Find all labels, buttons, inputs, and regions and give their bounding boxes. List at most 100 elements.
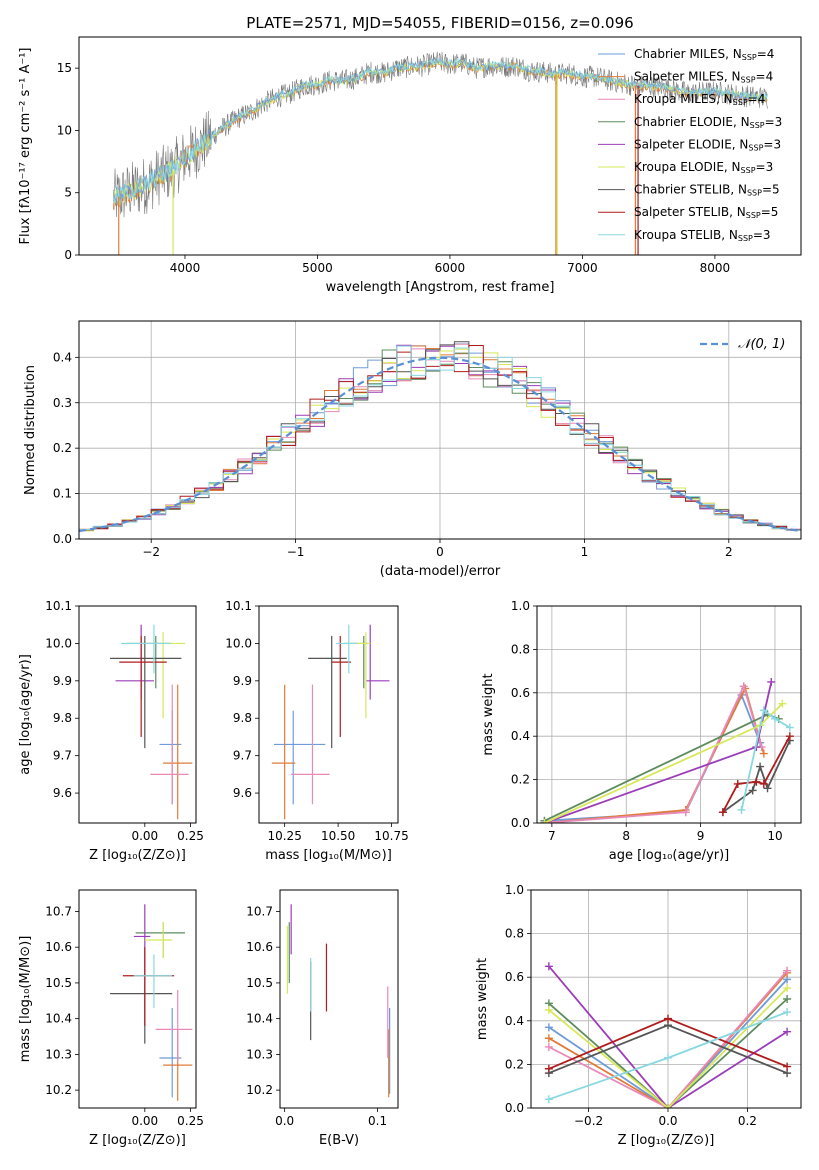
error-bar-point xyxy=(110,972,173,1044)
error-bars xyxy=(110,624,193,820)
series-point-marker xyxy=(759,749,768,758)
x-tick-label: −2 xyxy=(142,545,160,559)
legend-label-main: Kroupa ELODIE, N xyxy=(634,160,741,174)
series-point-marker xyxy=(544,1042,553,1051)
error-bar-point xyxy=(155,990,193,1062)
series-point-marker xyxy=(748,786,757,795)
mass-vs-ebv-panel: 0.0 0.1 10.2 10.3 10.4 10.5 10.6 10.7 E(B-V) xyxy=(246,889,399,1148)
y-tick-label: 9.9 xyxy=(233,674,252,688)
y-tick-label: 10.5 xyxy=(246,976,273,990)
x-tick-label: 10.75 xyxy=(374,829,408,843)
residuals-panel: −2 −1 0 1 2 0.0 0.1 0.2 0.3 0.4 (data-model)/error… xyxy=(23,320,802,579)
series-point-marker xyxy=(759,706,768,715)
x-tick-label: 5000 xyxy=(302,261,333,275)
x-tick-label: 8000 xyxy=(700,261,731,275)
y-axis-label: Flux [fλ10⁻¹⁷ erg cm⁻² s⁻¹ A⁻¹] xyxy=(18,48,33,245)
x-tick-label: 10 xyxy=(767,829,782,843)
y-tick-label: 10.0 xyxy=(225,636,252,650)
series-point-marker xyxy=(663,1053,672,1062)
error-bars xyxy=(110,904,193,1101)
y-tick-label: 10.1 xyxy=(225,599,252,613)
error-bar-point xyxy=(348,632,371,719)
legend-label-tail: =3 xyxy=(753,228,771,242)
series-point-marker xyxy=(544,1034,553,1043)
error-bar-point xyxy=(121,624,171,674)
x-tick-label: 0.1 xyxy=(368,1114,387,1128)
legend-label-sub: SSP xyxy=(742,53,757,62)
y-axis-label: mass [log₁₀(M/M⊙)] xyxy=(18,936,33,1063)
series-line xyxy=(548,978,788,1108)
y-tick-label: 10.4 xyxy=(45,1012,72,1026)
spectrum-panel: PLATE=2571, MJD=54055, FIBERID=0156, z=0… xyxy=(18,14,802,295)
x-axis-label: Z [log₁₀(Z/Z⊙)] xyxy=(618,1133,715,1148)
series-point-marker xyxy=(663,1104,672,1108)
y-tick-label: 0.6 xyxy=(511,686,530,700)
series-point-marker xyxy=(770,714,779,723)
y-tick-label: 9.7 xyxy=(233,749,252,763)
x-tick-label: 10.50 xyxy=(321,829,355,843)
y-tick-label: 10.2 xyxy=(246,1083,273,1097)
series-point-marker xyxy=(663,1014,672,1023)
legend-label-sub: SSP xyxy=(746,211,761,220)
x-tick-label: 0.0 xyxy=(275,1114,294,1128)
y-tick-label: 1.0 xyxy=(511,599,530,613)
plot-frame xyxy=(78,889,197,1109)
x-axis-label: wavelength [Angstrom, rest frame] xyxy=(326,280,555,295)
x-tick-label: 0.00 xyxy=(131,1114,158,1128)
mass-weight-vs-age-panel: 7 8 9 10 0.0 0.2 0.4 0.6 0.8 1.0 age [log₁₀(age/yr… xyxy=(481,599,802,863)
x-tick-label: 4000 xyxy=(170,261,201,275)
y-tick-label: 9.9 xyxy=(53,674,72,688)
series-point-marker xyxy=(544,1064,553,1073)
legend-label: Salpeter MILES, NSSP=4 xyxy=(634,70,773,85)
series-point-marker xyxy=(739,682,748,691)
legend-label-tail: =5 xyxy=(761,205,779,219)
legend-label-main: Salpeter MILES, N xyxy=(634,70,741,84)
y-tick-label: 10.7 xyxy=(246,904,273,918)
y-axis-label: mass weight xyxy=(475,958,490,1040)
mass-weight-vs-z-panel: −0.2 0.0 0.2 0.0 0.2 0.4 0.6 0.8 1.0 Z [log₁₀(Z/Z… xyxy=(475,883,802,1148)
series-line xyxy=(548,970,788,1108)
y-tick-label: 0.4 xyxy=(53,350,72,364)
legend-label-tail: =5 xyxy=(762,183,780,197)
series-point-marker xyxy=(783,966,792,975)
series-lines xyxy=(544,962,792,1108)
y-tick-label: 0.0 xyxy=(505,1101,524,1115)
x-tick-label: 0.25 xyxy=(177,829,204,843)
series-point-marker xyxy=(783,1008,792,1017)
legend-label-tail: =3 xyxy=(756,160,774,174)
x-tick-label: 6000 xyxy=(435,261,466,275)
age-vs-z-panel: 0.00 0.25 9.6 9.7 9.8 9.9 10.0 10.1 Z [log₁₀(Z/Z… xyxy=(18,599,204,863)
y-tick-label: 9.8 xyxy=(53,711,72,725)
legend-label-sub: SSP xyxy=(738,234,753,243)
error-bar-point xyxy=(144,922,173,958)
series-line xyxy=(548,972,788,1108)
y-tick-label: 10.0 xyxy=(45,636,72,650)
histograms xyxy=(79,341,801,533)
x-axis-label: E(B-V) xyxy=(319,1133,359,1148)
error-bar-point xyxy=(331,635,351,737)
y-tick-label: 10.5 xyxy=(45,976,72,990)
x-tick-label: −0.2 xyxy=(574,1114,603,1128)
error-bar-point xyxy=(150,684,189,805)
y-axis-label: Normed distribution xyxy=(23,365,38,495)
series-point-marker xyxy=(737,805,746,814)
series-point-marker xyxy=(759,779,768,788)
x-tick-label: 2 xyxy=(725,545,733,559)
legend-label-sub: SSP xyxy=(750,121,765,130)
legend-label-main: Kroupa STELIB, N xyxy=(634,228,738,242)
error-bar-point xyxy=(308,635,347,749)
series-point-marker xyxy=(783,995,792,1003)
y-axis-label: mass weight xyxy=(481,673,496,755)
mass-vs-z-panel: 0.00 0.25 10.2 10.3 10.4 10.5 10.6 10.7 Z [log₁₀… xyxy=(18,889,204,1148)
series-line xyxy=(548,998,788,1108)
histogram-step-line xyxy=(79,348,801,532)
error-bar-point xyxy=(365,624,390,700)
error-bar-point xyxy=(335,624,358,674)
y-tick-label: 0.4 xyxy=(505,1014,524,1028)
x-tick-label: 0.25 xyxy=(177,1114,204,1128)
error-bars xyxy=(286,904,391,1098)
legend-label-main: Kroupa MILES, N xyxy=(634,92,733,106)
error-bars xyxy=(271,624,390,820)
